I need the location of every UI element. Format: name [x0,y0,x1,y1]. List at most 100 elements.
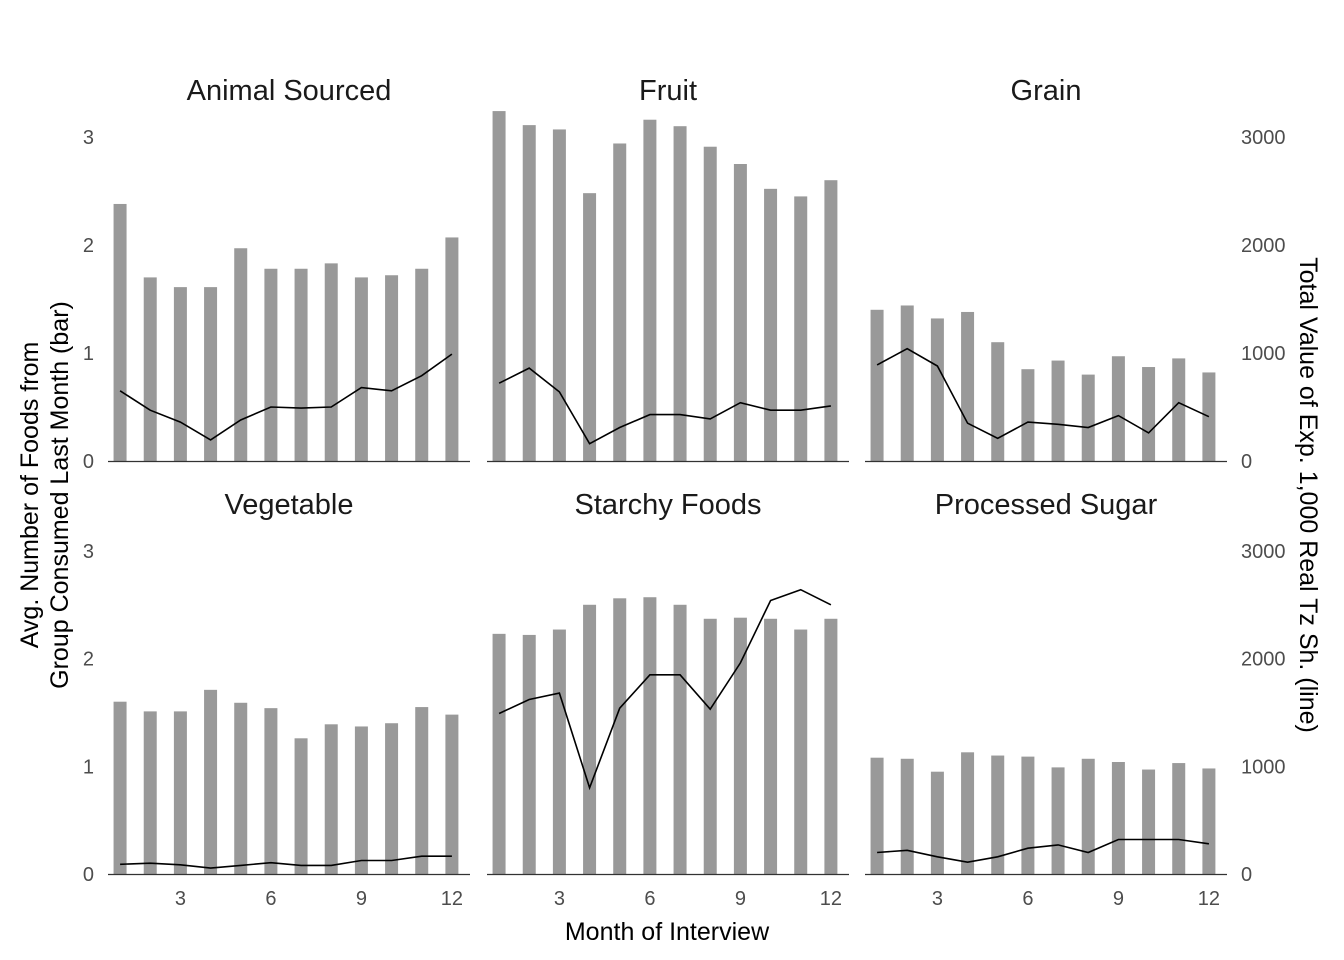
bar [1172,358,1186,461]
bar [961,311,975,461]
bar [445,714,459,874]
x-tick-label: 12 [820,888,842,910]
bar [764,188,778,461]
bar [1051,360,1065,461]
left-y-tick-label: 2 [83,649,94,671]
bar [764,618,778,874]
bar [991,342,1005,461]
x-tick-label: 3 [175,888,186,910]
bar [204,689,218,874]
left-y-axis-label-line-2: Group Consumed Last Month (bar) [46,301,74,689]
bar [445,237,459,461]
panel-title: Fruit [639,75,697,107]
line-series [498,588,832,791]
bar [522,634,536,874]
bar [1021,756,1035,874]
bar [234,702,248,874]
right-y-tick-label: 2000 [1241,235,1286,257]
right-y-tick-label: 1000 [1241,343,1286,365]
bar [1111,762,1125,874]
bar [930,771,944,874]
x-tick-label: 3 [932,888,943,910]
x-tick-label: 9 [1113,888,1124,910]
bar [673,604,687,874]
bar [1111,356,1125,461]
bar [113,203,127,461]
left-y-tick-label: 3 [83,127,94,149]
bar [1142,769,1156,874]
left-y-tick-label: 0 [83,864,94,886]
left-y-tick-label: 3 [83,541,94,563]
x-tick-label: 3 [554,888,565,910]
bar [1142,367,1156,461]
bar [1051,767,1065,874]
bar [900,305,914,461]
bar [415,707,429,874]
bar [870,309,884,461]
x-axis-label: Month of Interview [565,918,770,946]
bar [930,318,944,461]
right-y-tick-label: 0 [1241,451,1252,473]
bar [824,180,838,461]
bar [324,724,338,874]
left-y-tick-label: 1 [83,343,94,365]
right-y-tick-label: 3000 [1241,541,1286,563]
bar [264,268,278,461]
bar [703,618,717,874]
bar [173,287,187,461]
bar [324,263,338,461]
bar [143,711,157,874]
panel-title: Animal Sourced [187,75,392,107]
x-tick-label: 9 [735,888,746,910]
bar [824,618,838,874]
bar [613,598,627,874]
bar [794,629,808,874]
bar [1172,763,1186,874]
right-y-tick-label: 3000 [1241,127,1286,149]
bar [643,119,657,461]
bar [673,126,687,461]
bar [870,757,884,874]
bar [991,755,1005,874]
bar [173,711,187,874]
bar [961,752,975,874]
bar [794,196,808,461]
bar [354,277,368,461]
bar [1021,369,1035,461]
x-tick-label: 9 [356,888,367,910]
panel-grain: Grain 0 1000 2000 3000 [865,75,1286,473]
bar [1202,768,1216,874]
line-series [876,347,1210,440]
bar [1081,758,1095,874]
bar [1202,372,1216,461]
right-y-tick-label: 2000 [1241,649,1286,671]
left-y-tick-label: 0 [83,451,94,473]
x-tick-label: 6 [1022,888,1033,910]
bar [522,125,536,462]
right-y-tick-label: 0 [1241,864,1252,886]
bar [385,723,399,874]
panel-title: Processed Sugar [935,489,1158,521]
panel-animal-sourced: Animal Sourced 0 1 2 3 [83,75,470,473]
bar [643,597,657,874]
bar [204,287,218,461]
x-tick-label: 6 [265,888,276,910]
left-y-tick-label: 2 [83,235,94,257]
x-tick-label: 6 [644,888,655,910]
bar [415,268,429,461]
line-series [119,353,453,441]
panel-title: Vegetable [224,489,353,521]
bar [113,701,127,874]
right-y-tick-label: 1000 [1241,756,1286,778]
panel-starchy-foods: Starchy Foods 3 6 9 12 [487,489,849,910]
bar [492,111,506,461]
bar [613,143,627,462]
panel-title: Starchy Foods [575,489,762,521]
bar [492,633,506,874]
bar [143,277,157,461]
bar [552,129,566,461]
bar [733,164,747,461]
